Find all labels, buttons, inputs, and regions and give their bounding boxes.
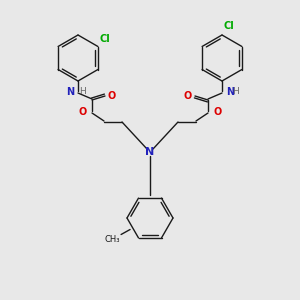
Text: N: N (146, 147, 154, 157)
Text: Cl: Cl (223, 21, 234, 31)
Text: O: O (184, 91, 192, 101)
Text: H: H (79, 88, 86, 97)
Text: Cl: Cl (100, 34, 111, 44)
Text: O: O (108, 91, 116, 101)
Text: N: N (226, 87, 234, 97)
Text: CH₃: CH₃ (105, 236, 120, 244)
Text: O: O (79, 107, 87, 117)
Text: O: O (213, 107, 221, 117)
Text: H: H (232, 88, 239, 97)
Text: N: N (66, 87, 74, 97)
